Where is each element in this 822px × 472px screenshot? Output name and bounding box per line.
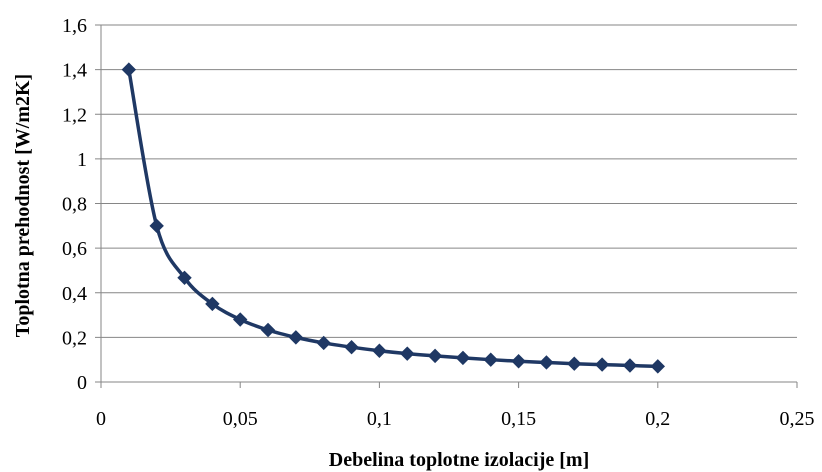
y-tick-label: 1,2 [62,104,87,126]
data-point-marker [539,355,554,370]
y-tick-label: 0,8 [62,194,87,216]
data-point-marker [121,62,137,77]
x-tick-label: 0,1 [367,408,392,430]
data-point-marker [177,270,192,286]
x-tick-label: 0,2 [645,408,670,430]
y-tick-label: 0,4 [62,283,87,305]
data-point-marker [511,354,526,369]
data-point-marker [594,357,610,372]
data-point-marker [149,218,164,234]
data-point-marker [316,335,331,351]
y-tick-labels: 0 0,2 0,4 0,6 0,8 1 1,2 1,4 1,6 [62,15,87,394]
data-point-marker [205,296,220,312]
x-axis-title: Debelina toplotne izolacije [m] [329,449,590,471]
data-point-marker [232,312,248,327]
y-axis-title: Toplotna prehodnost [W/m2K] [12,74,34,337]
x-tick-label: 0 [96,408,106,430]
data-point-marker [372,343,387,358]
y-tick-label: 1,4 [62,60,87,82]
data-point-marker [567,356,582,371]
y-tick-label: 0 [77,372,87,394]
data-point-marker [483,352,498,367]
data-point-marker [455,350,471,366]
y-tick-label: 0,2 [62,327,87,349]
data-point-marker [622,358,638,373]
x-tick-label: 0,05 [223,408,258,430]
data-point-marker [344,339,359,355]
y-tick-label: 1,6 [62,15,87,37]
x-tick-label: 0,25 [780,408,815,430]
x-tick-label: 0,15 [501,408,536,430]
data-point-marker [400,346,415,361]
markers [121,62,666,374]
y-tick-label: 0,6 [62,238,87,260]
x-tick-labels: 0 0,05 0,1 0,15 0,2 0,25 [96,408,815,430]
data-point-marker [288,330,304,345]
data-point-marker [427,348,443,364]
data-point-marker [260,322,276,338]
y-tick-label: 1 [77,149,87,171]
data-point-marker [650,359,666,374]
gridlines [101,24,797,338]
axes [95,24,798,388]
